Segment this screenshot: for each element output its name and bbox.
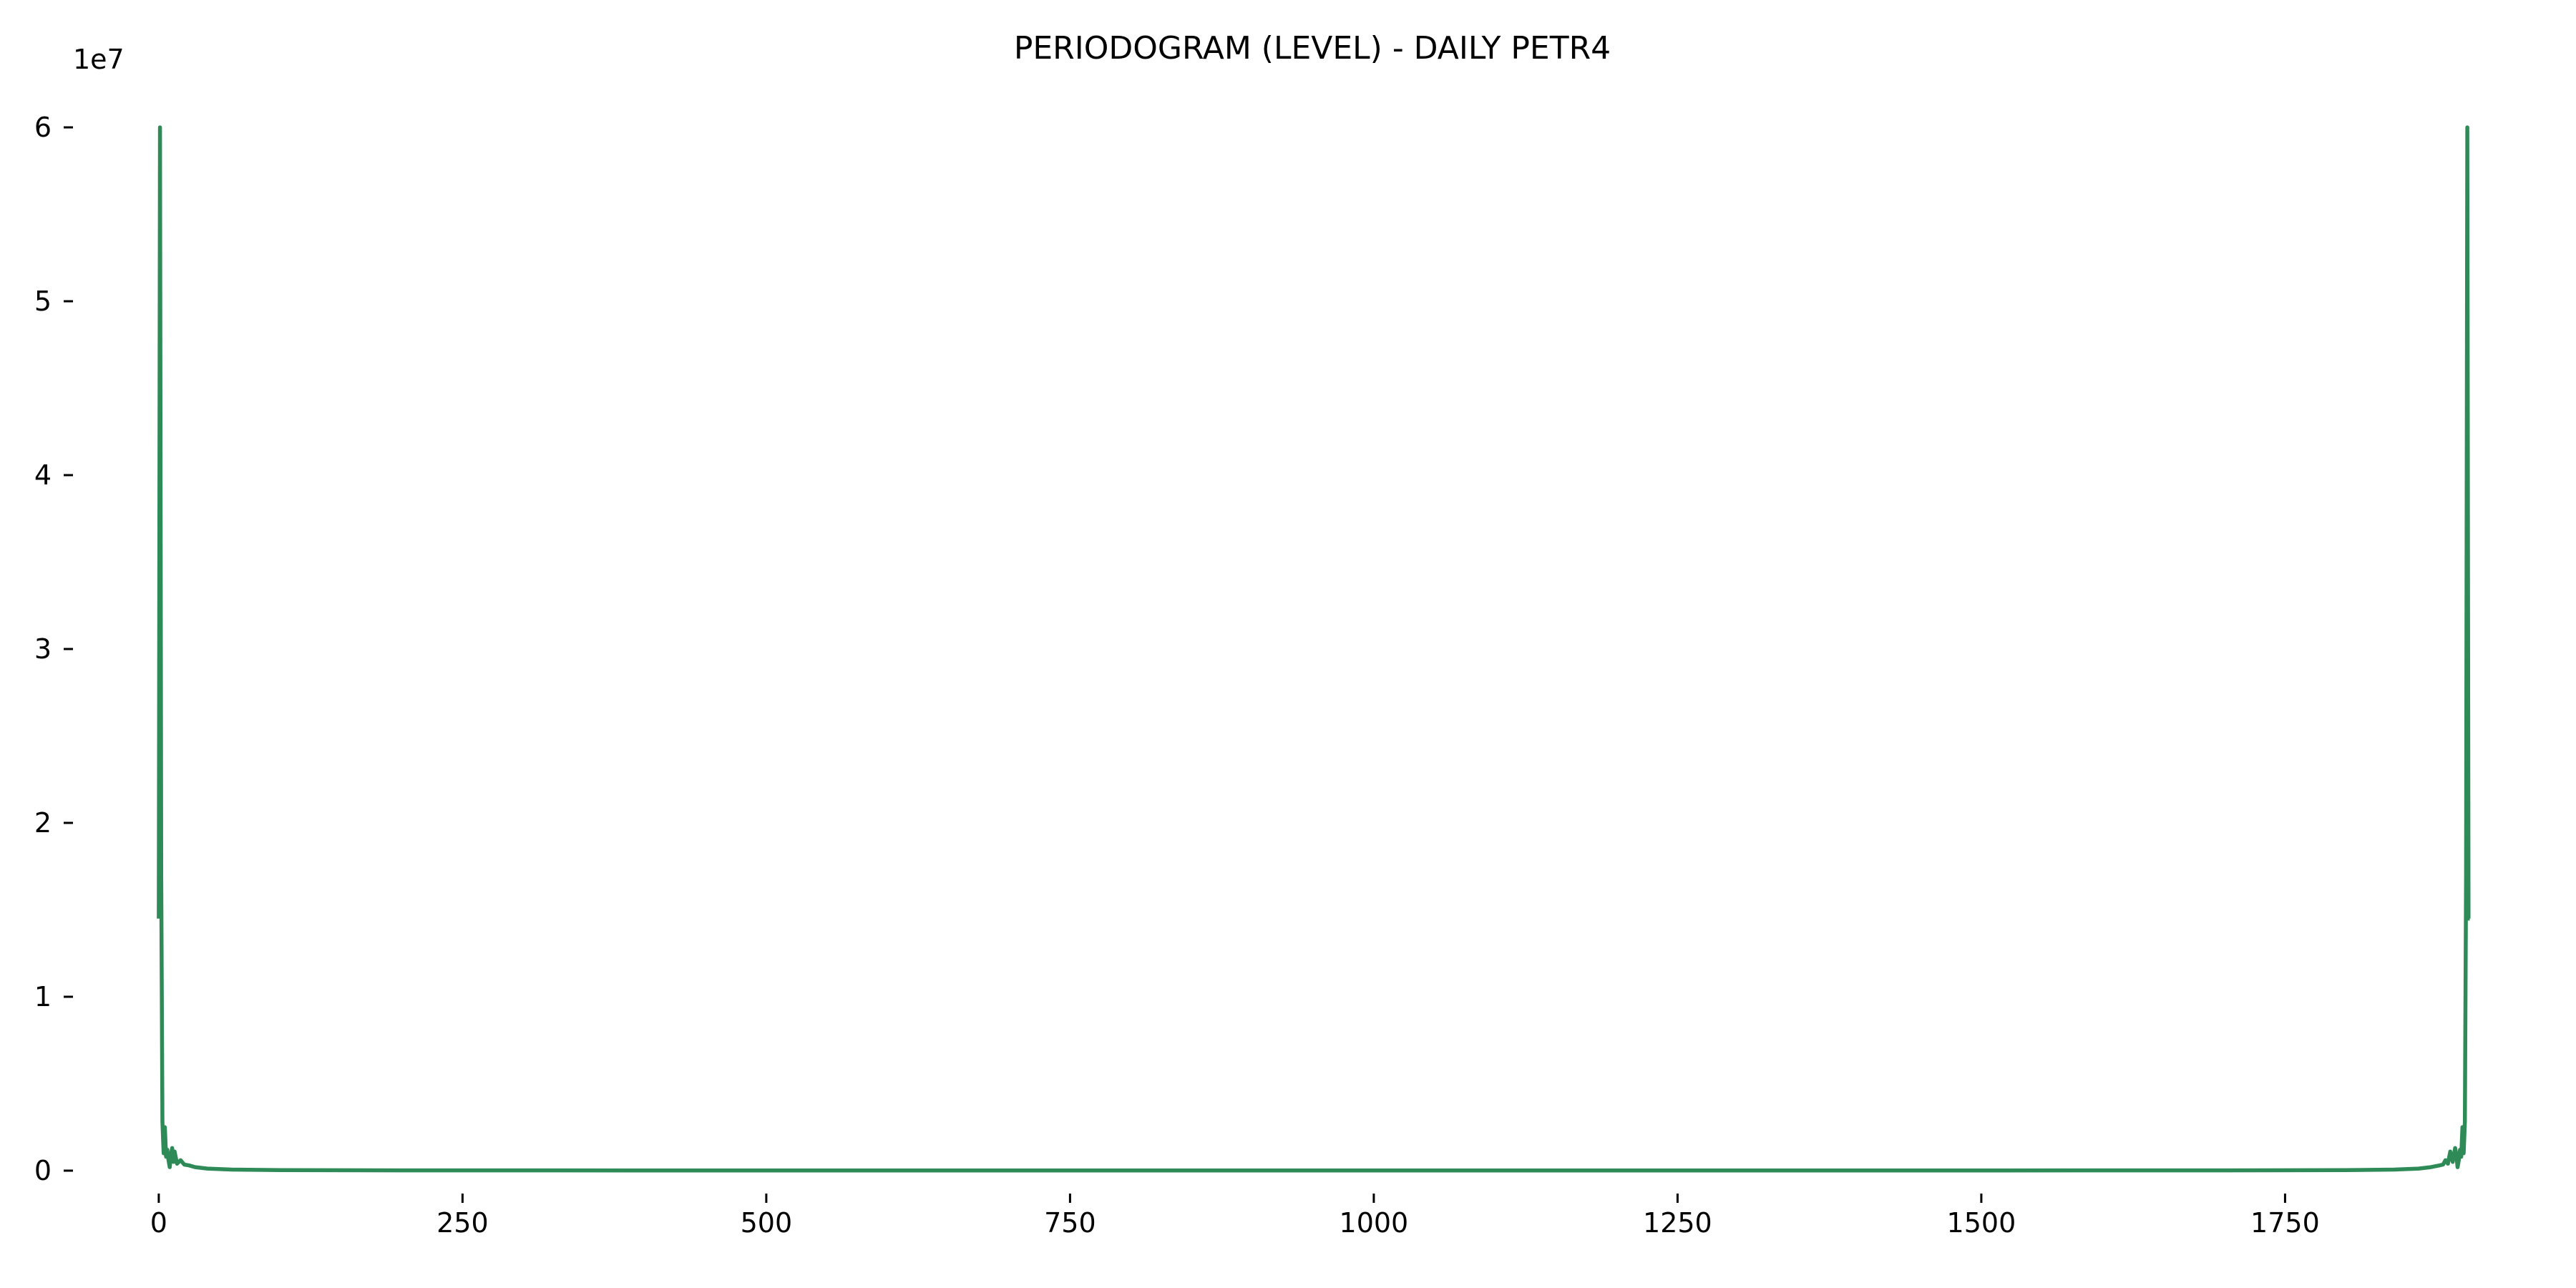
x-tick-label: 250 [436, 1207, 489, 1239]
x-tick-label: 1750 [2250, 1207, 2320, 1239]
x-tick-label: 1500 [1947, 1207, 2016, 1239]
x-tick-label: 1000 [1340, 1207, 1409, 1239]
x-tick-label: 1250 [1643, 1207, 1712, 1239]
y-tick-label: 1 [34, 981, 52, 1013]
y-axis: 0 1 2 3 4 5 6 [34, 112, 73, 1186]
y-tick-label: 6 [34, 112, 52, 143]
x-axis: 0 250 500 750 1000 1250 1500 1750 [150, 1194, 2320, 1239]
plot-area [157, 125, 2471, 1173]
y-tick-label: 0 [34, 1155, 52, 1186]
x-tick-label: 500 [741, 1207, 793, 1239]
x-tick-label: 750 [1044, 1207, 1096, 1239]
series-line-0 [157, 125, 2471, 1173]
chart-title: PERIODOGRAM (LEVEL) - DAILY PETR4 [1014, 30, 1611, 67]
y-tick-label: 4 [34, 459, 52, 491]
y-tick-label: 2 [34, 807, 52, 839]
y-tick-label: 3 [34, 633, 52, 665]
x-tick-label: 0 [150, 1207, 167, 1239]
y-tick-label: 5 [34, 286, 52, 317]
y-axis-offset-label: 1e7 [73, 44, 125, 75]
